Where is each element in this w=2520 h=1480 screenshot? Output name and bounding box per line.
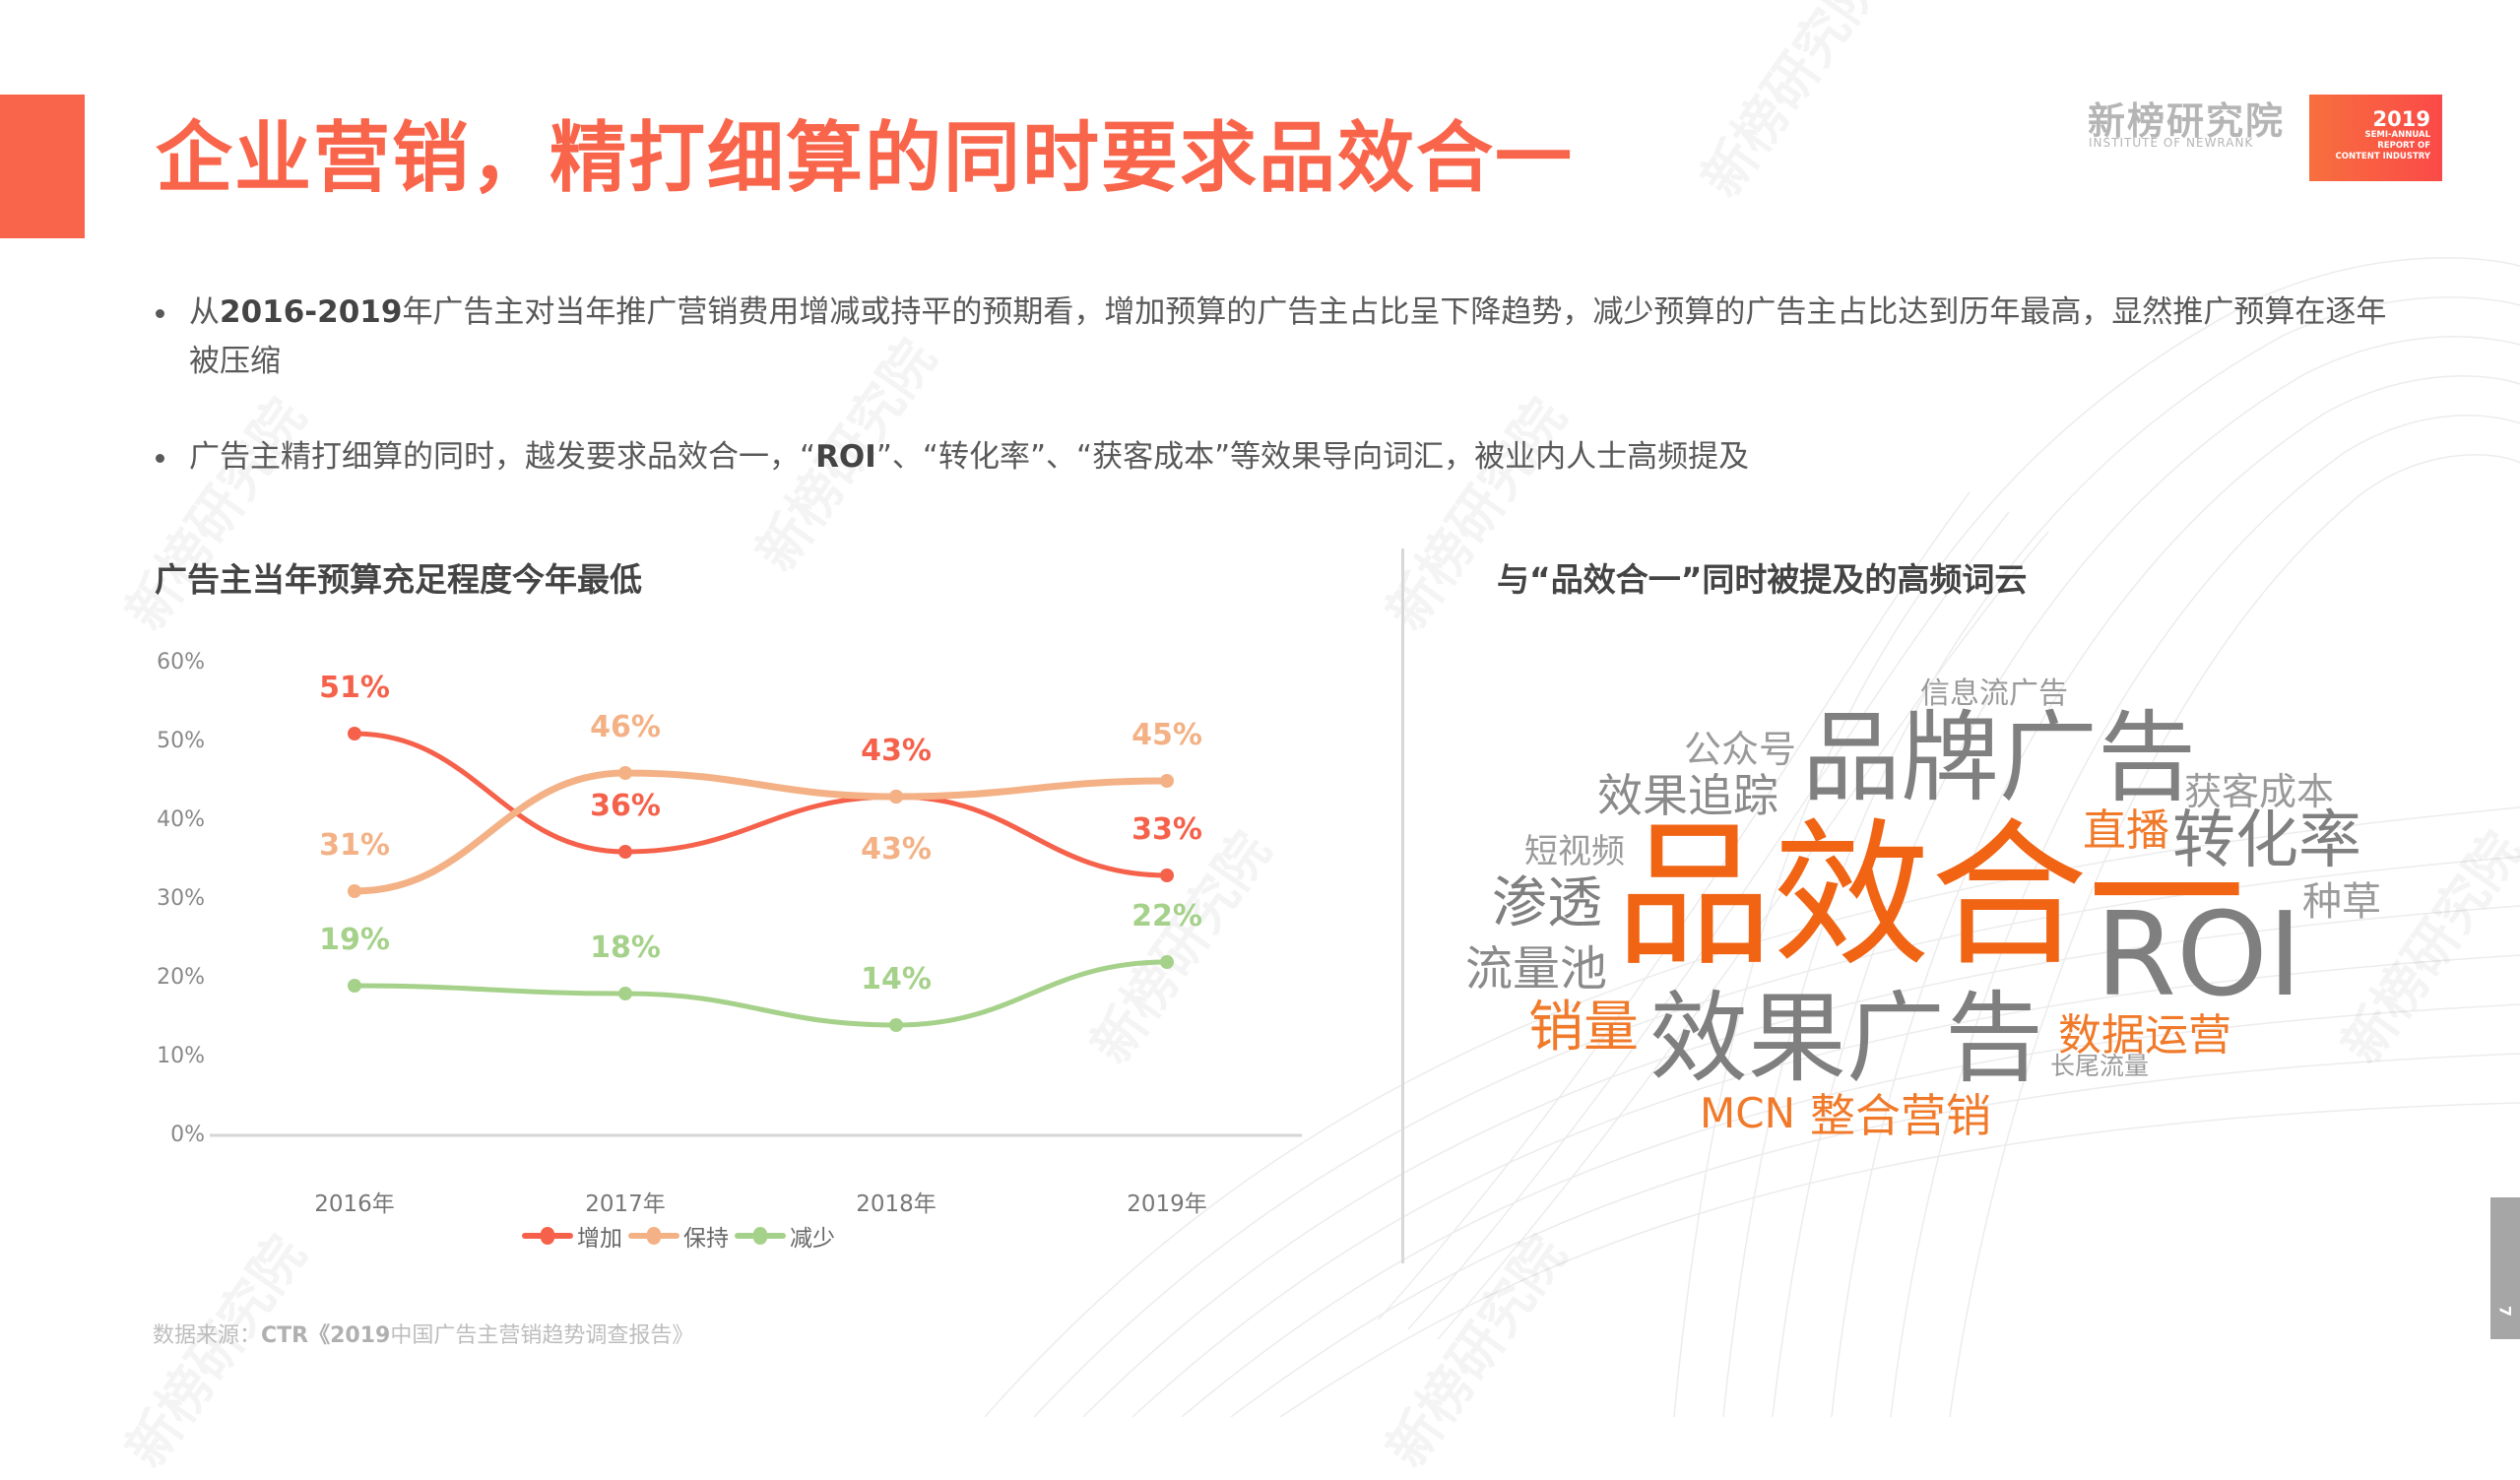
cloud-word: MCN <box>1700 1089 1795 1137</box>
line-chart <box>210 727 1302 1137</box>
page-number: 7 <box>2495 1305 2515 1318</box>
x-tick: 2018年 <box>856 1191 937 1217</box>
data-point[interactable] <box>618 987 632 1000</box>
data-label: 36% <box>590 789 661 823</box>
cloud-word: ROI <box>2096 886 2302 1022</box>
summary-bullets: 从2016-2019年广告主对当年推广营销费用增减或持平的预期看，增加预算的广告… <box>148 288 2403 482</box>
legend-swatch-icon <box>522 1227 573 1245</box>
bullet-bold-text: ROI <box>815 439 876 475</box>
bullet-text: ”、“转化率”、“获客成本”等效果导向词汇，被业内人士高频提及 <box>875 439 1750 475</box>
data-label: 45% <box>1131 718 1202 752</box>
cloud-word: 种草 <box>2302 879 2381 925</box>
legend-item-maintain[interactable]: 保持 <box>628 1219 729 1253</box>
data-label: 22% <box>1131 899 1202 933</box>
bullet-bold-text: 2016-2019 <box>220 294 403 330</box>
series-line-0 <box>354 731 1168 878</box>
x-tick: 2017年 <box>585 1191 666 1217</box>
bullet-text: 广告主精打细算的同时，越发要求品效合一，“ <box>189 439 816 475</box>
cloud-word: 转化率 <box>2172 804 2361 877</box>
page-title: 企业营销，精打细算的同时要求品效合一 <box>156 114 1575 203</box>
watermark-text: 新榜研究院 <box>1364 1217 1581 1479</box>
chart-legend: 增加 保持 减少 <box>522 1219 841 1253</box>
data-label: 14% <box>861 962 932 997</box>
data-point[interactable] <box>618 845 632 859</box>
data-label: 43% <box>861 734 932 768</box>
legend-swatch-icon <box>628 1227 679 1245</box>
y-tick: 0% <box>170 1123 205 1147</box>
data-point[interactable] <box>1160 869 1174 882</box>
y-tick: 20% <box>157 965 205 990</box>
legend-item-increase[interactable]: 增加 <box>522 1219 622 1253</box>
legend-swatch-icon <box>735 1227 786 1245</box>
data-point[interactable] <box>348 979 361 993</box>
data-point[interactable] <box>618 766 632 780</box>
logo-wordmark: 新榜研究院 <box>2088 99 2286 143</box>
data-label: 33% <box>1131 812 1202 847</box>
x-tick: 2016年 <box>314 1191 395 1217</box>
data-point[interactable] <box>348 884 361 898</box>
data-label: 19% <box>319 923 390 957</box>
x-tick: 2019年 <box>1127 1191 1207 1217</box>
legend-label: 减少 <box>790 1226 835 1252</box>
data-point[interactable] <box>1160 774 1174 788</box>
cloud-word: 直播 <box>2083 805 2169 856</box>
cloud-word: 数据运营 <box>2058 1010 2231 1061</box>
legend-item-decrease[interactable]: 减少 <box>735 1219 835 1253</box>
cloud-word: 品效合一 <box>1615 804 2246 988</box>
page-number-tab <box>2490 1197 2520 1339</box>
series-line-2 <box>354 959 1168 1028</box>
cloud-word: 公众号 <box>1684 728 1797 771</box>
bullet-text: 从 <box>189 294 220 330</box>
badge-line: CONTENT INDUSTRY <box>2335 152 2430 161</box>
data-label: 18% <box>590 931 661 965</box>
cloud-word: 效果追踪 <box>1597 769 1778 822</box>
bullet-item: 从2016-2019年广告主对当年推广营销费用增减或持平的预期看，增加预算的广告… <box>148 288 2403 386</box>
cloud-word: 整合营销 <box>1810 1089 1991 1142</box>
data-label: 43% <box>861 832 932 867</box>
cloud-word: 长尾流量 <box>2050 1052 2150 1080</box>
cloud-word: 效果广告 <box>1649 981 2043 1096</box>
watermark-text: 新榜研究院 <box>1679 0 1896 210</box>
cloud-word: 销量 <box>1528 996 1639 1060</box>
bullet-item: 广告主精打细算的同时，越发要求品效合一，“ROI”、“转化率”、“获客成本”等效… <box>148 432 2403 482</box>
y-tick: 60% <box>157 650 205 675</box>
cloud-word: 渗透 <box>1492 871 1602 935</box>
data-point[interactable] <box>348 727 361 740</box>
data-label: 46% <box>590 710 661 744</box>
bullet-text: 年广告主对当年推广营销费用增减或持平的预期看，增加预算的广告主占比呈下降趋势，减… <box>189 294 2387 379</box>
data-point[interactable] <box>889 790 903 804</box>
cloud-word: 获客成本 <box>2184 770 2335 813</box>
data-source: 数据来源：CTR《2019中国广告主营销趋势调查报告》 <box>153 1318 693 1349</box>
series-line-1 <box>354 769 1168 895</box>
y-tick: 40% <box>157 807 205 832</box>
y-tick: 10% <box>157 1044 205 1068</box>
report-badge: 2019 SEMI-ANNUAL REPORT OF CONTENT INDUS… <box>2309 95 2442 181</box>
cloud-word: 品牌广告 <box>1802 700 2196 815</box>
wordcloud-title: 与“品效合一”同时被提及的高频词云 <box>1497 560 2028 599</box>
data-label: 51% <box>319 671 390 705</box>
y-tick: 30% <box>157 886 205 911</box>
section-divider <box>1401 548 1404 1263</box>
logo-subtitle: INSTITUTE OF NEWRANK <box>2089 136 2254 150</box>
badge-line: SEMI-ANNUAL <box>2364 130 2430 140</box>
source-bold: CTR《2019 <box>261 1323 391 1348</box>
badge-line: REPORT OF <box>2377 141 2430 151</box>
data-label: 31% <box>319 828 390 863</box>
legend-label: 增加 <box>577 1226 622 1252</box>
cloud-word: 短视频 <box>1524 832 1625 871</box>
data-point[interactable] <box>1160 955 1174 969</box>
y-tick: 50% <box>157 729 205 753</box>
legend-label: 保持 <box>683 1226 729 1252</box>
data-point[interactable] <box>889 1018 903 1032</box>
source-label: 数据来源： <box>153 1323 262 1348</box>
title-accent-bar <box>0 95 85 238</box>
badge-year: 2019 <box>2372 107 2430 131</box>
source-text: 中国广告主营销趋势调查报告》 <box>390 1323 694 1348</box>
cloud-word: 流量池 <box>1465 941 1608 997</box>
chart-title: 广告主当年预算充足程度今年最低 <box>155 560 642 599</box>
cloud-word: 信息流广告 <box>1920 676 2068 711</box>
